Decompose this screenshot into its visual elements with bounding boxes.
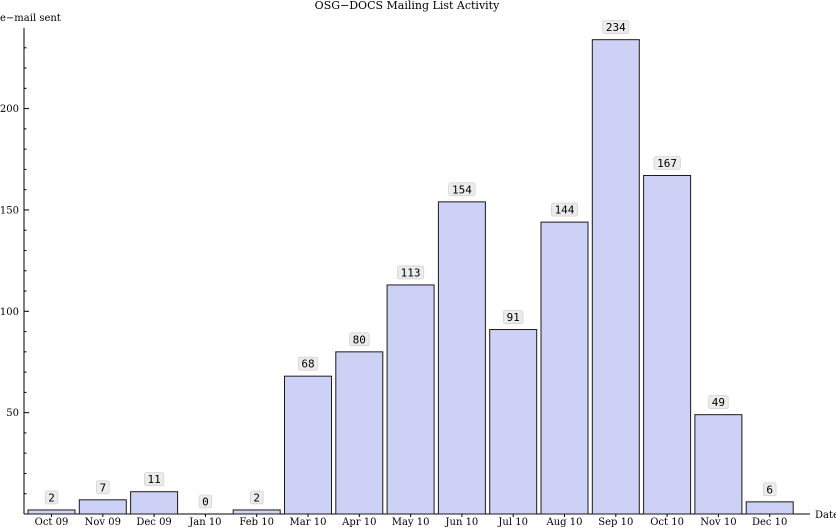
bar — [591, 39, 640, 515]
y-tick-label: 150 — [0, 205, 19, 216]
bars — [27, 39, 794, 515]
bar — [27, 509, 76, 515]
data-label-box — [397, 265, 425, 280]
x-tick-label: Apr 10 — [341, 517, 376, 528]
bar — [130, 491, 179, 515]
x-tick-label: Jun 10 — [445, 517, 479, 528]
x-tick-label: Feb 10 — [239, 517, 274, 528]
x-tick-label: Dec 10 — [752, 517, 787, 528]
x-tick-label: Jul 10 — [497, 517, 528, 528]
data-label-box — [762, 482, 777, 497]
bar — [489, 329, 538, 515]
data-label: 6 — [766, 483, 773, 496]
x-tick-label: Sep 10 — [598, 517, 633, 528]
x-tick-label: Mar 10 — [290, 517, 327, 528]
data-label: 49 — [712, 396, 725, 409]
x-tick-label: Jan 10 — [188, 517, 221, 528]
data-label-box — [96, 480, 110, 495]
data-label: 2 — [48, 491, 55, 504]
data-label: 11 — [147, 473, 160, 486]
data-label-box — [653, 156, 681, 170]
x-tick-labels: Oct 09 Nov 09 Dec 09 Jan 10 Feb 10 Mar 10 Apr … — [35, 514, 787, 528]
y-tick-label: 50 — [6, 408, 19, 419]
x-tick-label: Nov 09 — [85, 517, 121, 528]
data-label: 91 — [507, 311, 520, 324]
data-label-box — [448, 182, 476, 197]
x-tick-label: Oct 10 — [650, 517, 684, 528]
bar — [335, 351, 384, 515]
x-tick-label: Dec 09 — [136, 517, 171, 528]
data-labels: 2 7 11 0 2 68 80 113 154 91 144 234 167 49 6 — [44, 20, 777, 509]
y-tick-label: 200 — [0, 104, 19, 115]
data-label-box — [198, 494, 213, 509]
bar — [540, 221, 589, 515]
bar — [232, 509, 281, 515]
data-label: 154 — [452, 183, 472, 196]
y-axis-label: e−mail sent — [0, 13, 61, 24]
y-minor-ticks — [24, 47, 27, 495]
data-label: 7 — [99, 481, 106, 494]
bar — [386, 284, 435, 515]
data-label-box — [708, 395, 729, 409]
bar — [745, 501, 794, 515]
bar — [78, 499, 127, 515]
data-label: 144 — [555, 204, 575, 217]
chart-title: OSG−DOCS Mailing List Activity — [315, 0, 500, 12]
data-label: 234 — [606, 21, 626, 34]
y-tick-label: 100 — [0, 307, 19, 318]
x-tick-label: Nov 10 — [700, 517, 736, 528]
bar — [284, 375, 332, 515]
data-label: 0 — [202, 496, 209, 509]
bar — [694, 414, 743, 515]
data-label-box — [503, 310, 524, 324]
y-ticks: 50 100 150 200 — [0, 104, 29, 419]
x-tick-label: Oct 09 — [35, 517, 69, 528]
data-label: 2 — [253, 491, 260, 504]
data-label: 68 — [301, 358, 314, 371]
data-label: 167 — [657, 157, 677, 170]
x-tick-label: May 10 — [392, 517, 430, 528]
data-label-box — [297, 356, 319, 371]
data-label-box — [349, 332, 370, 347]
x-axis-label: Date — [815, 510, 836, 521]
bar — [643, 174, 692, 515]
data-label-box — [602, 20, 630, 34]
data-label-box — [250, 490, 264, 505]
data-label-box — [550, 202, 578, 217]
x-tick-label: Aug 10 — [546, 517, 583, 528]
data-label-box — [44, 490, 59, 505]
bar — [437, 201, 486, 515]
data-label: 80 — [353, 333, 366, 346]
data-label-box — [144, 472, 165, 487]
data-label: 113 — [401, 266, 421, 279]
